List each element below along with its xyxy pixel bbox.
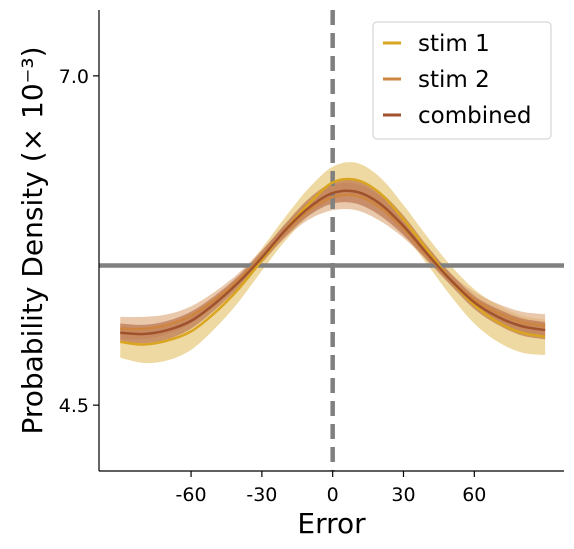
y-tick-label: 7.0 (59, 66, 89, 88)
x-tick-label: 30 (391, 484, 415, 506)
series-lines (120, 177, 546, 346)
line-stim-1 (120, 177, 546, 346)
band-stim-1 (120, 162, 546, 364)
legend-label-stim-2: stim 2 (418, 67, 490, 93)
x-tick-label: 60 (462, 484, 486, 506)
y-tick-label: 4.5 (59, 395, 89, 417)
legend-label-combined: combined (418, 103, 531, 129)
ticks: -60 -30 0 30 60 7.0 4.5 (59, 66, 487, 506)
legend: stim 1 stim 2 combined (372, 21, 552, 140)
line-combined (120, 189, 546, 336)
x-tick-label: 0 (327, 484, 339, 506)
x-axis-title: Error (297, 507, 366, 540)
y-axis-title: Probability Density (× 10⁻³) (16, 46, 49, 434)
reference-lines (99, 10, 564, 471)
x-tick-label: -30 (246, 484, 277, 506)
line-stim-2 (120, 193, 546, 331)
legend-box (372, 21, 552, 140)
axes (98, 10, 564, 472)
x-tick-label: -60 (176, 484, 207, 506)
legend-label-stim-1: stim 1 (418, 31, 490, 57)
